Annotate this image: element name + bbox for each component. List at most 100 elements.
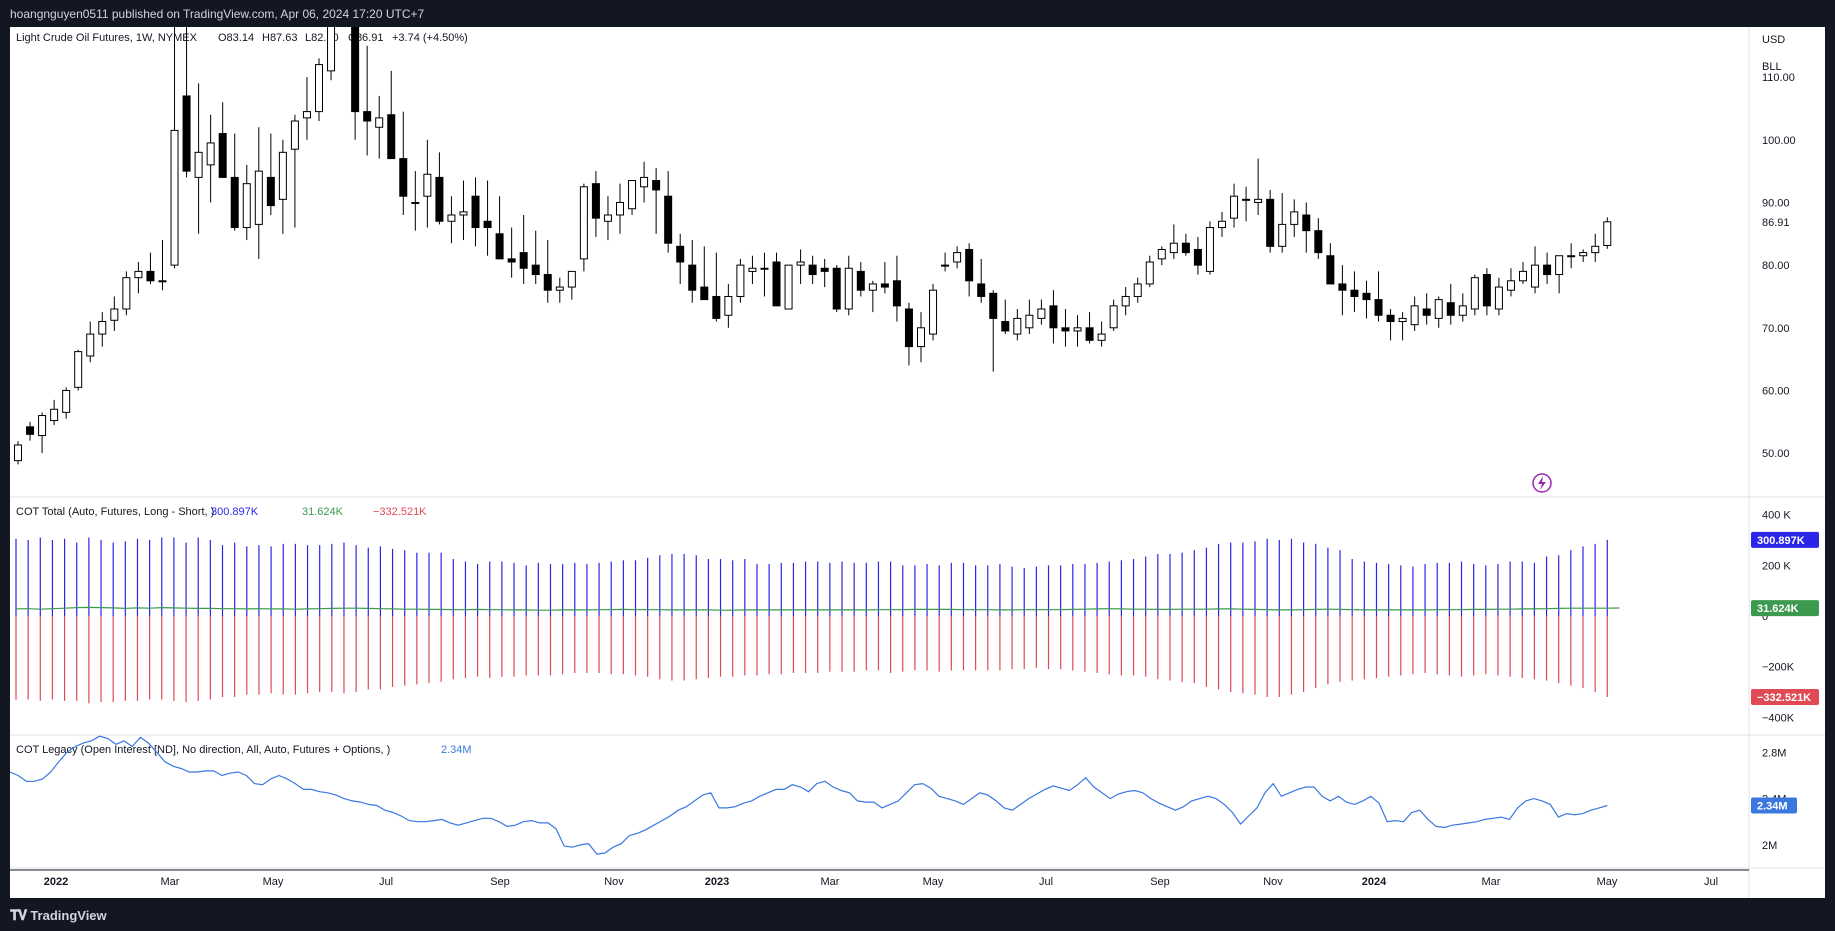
candle-body: [1037, 308, 1046, 319]
candle-body: [1482, 274, 1491, 307]
candle-body: [652, 180, 661, 191]
candle-body: [471, 195, 480, 229]
cot-tick-label: 200 K: [1762, 560, 1791, 572]
candle-body: [302, 111, 311, 119]
candle-body: [74, 351, 83, 388]
candle-body: [62, 389, 71, 413]
candle-body: [459, 211, 468, 216]
cot-tick-label: 0: [1762, 611, 1768, 623]
cot-scale[interactable]: 400 K 200 K 0 −200K −400K: [1762, 510, 1795, 725]
price-scale[interactable]: 110.00 100.00 90.00 80.00 70.00 60.00 50.00: [1762, 72, 1796, 460]
candle-body: [1266, 198, 1275, 247]
time-tick-label: Sep: [490, 876, 510, 888]
candle-body: [1085, 327, 1094, 341]
candle-body: [748, 267, 757, 272]
candle-body: [929, 289, 938, 335]
price-tags: 86.91 300.897K 31.624K −332.521K 2.34M: [1751, 217, 1819, 814]
candle-body: [1374, 299, 1383, 316]
candle-body: [399, 158, 408, 197]
candle-body: [26, 426, 35, 435]
flash-icon[interactable]: [1532, 473, 1552, 493]
candle-body: [844, 267, 853, 310]
candle-body: [567, 270, 576, 288]
candle-body: [1555, 255, 1564, 276]
candle-body: [1001, 321, 1010, 332]
candle-body: [808, 264, 817, 276]
candle-body: [712, 295, 721, 319]
candle-body: [1446, 302, 1455, 316]
candle-body: [1458, 305, 1467, 316]
candle-body: [1506, 280, 1515, 291]
candle-body: [98, 321, 107, 335]
candle-body: [14, 444, 22, 462]
candle-body: [411, 201, 420, 204]
cot-long-value: 300.897K: [211, 506, 259, 518]
candle-body: [917, 327, 925, 348]
cot-short-tag: −332.521K: [1757, 692, 1811, 704]
cot-tick-label: −200K: [1762, 662, 1795, 674]
candle-body: [1603, 221, 1612, 246]
candle-body: [1278, 223, 1287, 247]
chart-svg[interactable]: Light Crude Oil Futures, 1W, NYMEX O83.1…: [9, 0, 1825, 898]
price-tick-label: 70.00: [1762, 323, 1790, 335]
candle-body: [1519, 270, 1527, 282]
candle-body: [640, 176, 649, 188]
tradingview-logo[interactable]: 𝐓𝐕 TradingView: [10, 907, 107, 924]
price-tick-label: 90.00: [1762, 197, 1790, 209]
time-tick-label: Jul: [1704, 876, 1718, 888]
oi-tick-label: 2.8M: [1762, 747, 1786, 759]
time-axis[interactable]: 2022 Mar May Jul Sep Nov 2023 Mar May Jul Sep Nov 20…: [44, 876, 1718, 888]
candle-body: [122, 277, 131, 310]
candle-body: [1350, 289, 1359, 297]
candle-body: [1302, 214, 1311, 232]
candle-body: [1494, 286, 1503, 310]
unit-label[interactable]: BLL: [1762, 61, 1782, 73]
candle-body: [1338, 283, 1347, 291]
price-title[interactable]: Light Crude Oil Futures, 1W, NYMEX: [16, 32, 198, 44]
candle-body: [724, 295, 733, 316]
candle-body: [266, 176, 275, 207]
candle-body: [218, 133, 227, 178]
candle-body: [1242, 198, 1251, 201]
candle-body: [616, 201, 624, 216]
time-tick-label: May: [1597, 876, 1618, 888]
candle-body: [447, 214, 456, 222]
candle-body: [290, 120, 299, 150]
oi-series: [9, 735, 1608, 855]
currency-label[interactable]: USD: [1762, 34, 1785, 46]
candle-body: [483, 220, 492, 229]
cot-legacy-title[interactable]: COT Legacy (Open Interest [ND], No direc…: [16, 744, 390, 756]
chart-area[interactable]: Light Crude Oil Futures, 1W, NYMEX O83.1…: [9, 0, 1825, 898]
candle-body: [977, 283, 986, 297]
cot-short-value: −332.521K: [373, 506, 427, 518]
candle-body: [327, 20, 336, 72]
price-tick-label: 60.00: [1762, 385, 1790, 397]
candle-body: [1181, 242, 1190, 254]
candle-body: [1254, 198, 1263, 203]
candle-body: [579, 186, 588, 260]
tradingview-logo-icon: 𝐓𝐕: [10, 907, 27, 923]
cot-series: [15, 537, 1620, 704]
time-tick-label: Sep: [1150, 876, 1170, 888]
time-tick-label: Jul: [379, 876, 393, 888]
candle-body: [507, 258, 516, 263]
candle-body: [495, 233, 504, 260]
candlestick-series: [14, 0, 1612, 465]
candle-body: [543, 274, 552, 291]
candle-body: [134, 270, 143, 279]
candle-body: [1121, 295, 1130, 307]
candle-body: [832, 267, 841, 310]
publisher-bar: hoangnguyen0511 published on TradingView…: [0, 0, 1835, 27]
candle-body: [531, 264, 540, 276]
candle-body: [1145, 261, 1154, 285]
tradingview-brand: TradingView: [30, 908, 107, 923]
candle-body: [664, 195, 673, 244]
time-tick-label: Mar: [161, 876, 180, 888]
candle-body: [904, 308, 913, 348]
candle-body: [1157, 248, 1166, 260]
candle-body: [519, 252, 528, 269]
candle-body: [1109, 305, 1118, 329]
candle-body: [880, 283, 889, 288]
candle-body: [351, 13, 360, 113]
cot-total-title[interactable]: COT Total (Auto, Futures, Long - Short, …: [16, 506, 214, 518]
